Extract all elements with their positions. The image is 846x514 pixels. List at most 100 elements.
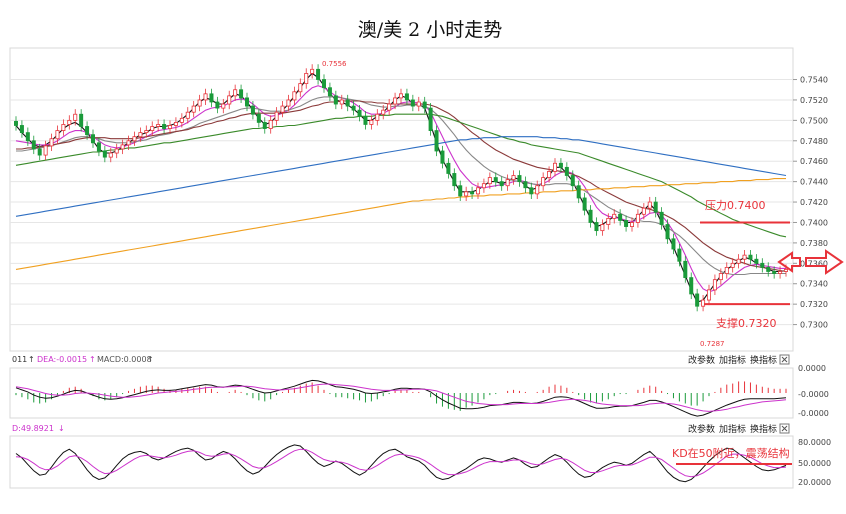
price-tick-label: 0.7420 bbox=[800, 198, 828, 207]
candle-body bbox=[43, 145, 48, 156]
candle-body bbox=[499, 181, 504, 187]
macd-switch-indicator-button[interactable]: 换指标 bbox=[750, 354, 777, 366]
candle-body bbox=[511, 175, 516, 180]
candle-body bbox=[475, 187, 480, 195]
candle-body bbox=[742, 254, 747, 260]
candle-body bbox=[748, 254, 753, 260]
candle-body bbox=[55, 130, 60, 140]
candle-body bbox=[730, 262, 735, 268]
candle-body bbox=[268, 119, 273, 129]
candle-body bbox=[280, 105, 285, 113]
candle-body bbox=[529, 187, 534, 195]
candle-body bbox=[683, 260, 688, 279]
candlesticks bbox=[13, 64, 789, 312]
candle-body bbox=[102, 150, 107, 158]
candle-body bbox=[185, 111, 190, 119]
candle-body bbox=[357, 109, 362, 117]
candle-body bbox=[452, 173, 457, 187]
candle-body bbox=[150, 126, 155, 131]
candle-body bbox=[369, 119, 374, 125]
candle-body bbox=[67, 119, 72, 125]
kd-k-line bbox=[15, 444, 787, 483]
candle-body bbox=[162, 124, 167, 129]
candle-body bbox=[339, 99, 344, 105]
double-outline-right-arrow-icon bbox=[777, 249, 844, 275]
candle-body bbox=[635, 213, 640, 223]
candle-body bbox=[564, 166, 569, 176]
main-panel-frame bbox=[9, 47, 794, 352]
moving-average-line-6 bbox=[15, 136, 787, 217]
price-axis: 0.7540 0.7520 0.7500 0.7480 0.7460 0.7440 0.74… bbox=[793, 76, 828, 330]
candle-body bbox=[464, 191, 469, 197]
kd-down-arrow-icon: ↓ bbox=[58, 424, 65, 433]
candle-body bbox=[138, 132, 143, 138]
candle-body bbox=[422, 101, 427, 109]
candle-body bbox=[209, 93, 214, 103]
candle-body bbox=[96, 142, 101, 152]
candle-body bbox=[517, 175, 522, 183]
candle-body bbox=[316, 68, 321, 80]
candle-body bbox=[156, 124, 161, 127]
candle-body bbox=[114, 148, 119, 154]
price-tick-label: 0.7340 bbox=[800, 280, 828, 289]
candle-body bbox=[351, 105, 356, 111]
kd-close-icon[interactable] bbox=[779, 423, 790, 434]
candle-body bbox=[410, 99, 415, 107]
macd-add-indicator-button[interactable]: 加指标 bbox=[719, 354, 746, 366]
macd-edit-params-button[interactable]: 改参数 bbox=[688, 354, 715, 366]
candle-body bbox=[641, 207, 646, 215]
candle-body bbox=[576, 185, 581, 199]
candle-body bbox=[481, 183, 486, 189]
candle-body bbox=[250, 105, 255, 115]
price-tick-label: 0.7320 bbox=[800, 300, 828, 309]
kd-switch-indicator-button[interactable]: 换指标 bbox=[750, 423, 777, 435]
moving-average-line-7 bbox=[15, 178, 786, 270]
high-price-label: 0.7556 bbox=[322, 60, 347, 68]
dea-value: DEA:-0.0015 bbox=[37, 355, 87, 364]
candle-body bbox=[286, 99, 291, 107]
macd-indicator bbox=[15, 379, 787, 417]
candle-body bbox=[132, 136, 137, 142]
candle-body bbox=[85, 126, 90, 136]
candle-body bbox=[398, 93, 403, 99]
candle-body bbox=[535, 185, 540, 195]
candle-body bbox=[493, 177, 498, 183]
annotations bbox=[700, 221, 790, 306]
candle-body bbox=[772, 271, 777, 274]
kd-panel-frame bbox=[9, 435, 794, 489]
candle-body bbox=[120, 144, 125, 150]
candle-body bbox=[108, 152, 113, 158]
candle-body bbox=[558, 162, 563, 168]
candle-body bbox=[304, 73, 309, 85]
candle-body bbox=[736, 258, 741, 264]
kd-tick-50: 50.0000 bbox=[798, 459, 831, 468]
candle-body bbox=[487, 177, 492, 185]
candle-body bbox=[79, 113, 84, 127]
candle-body bbox=[13, 120, 18, 126]
candle-body bbox=[523, 181, 528, 189]
candle-body bbox=[653, 201, 658, 213]
price-tick-label: 0.7380 bbox=[800, 239, 828, 248]
candle-body bbox=[416, 101, 421, 107]
kd-add-indicator-button[interactable]: 加指标 bbox=[719, 423, 746, 435]
candle-body bbox=[647, 201, 652, 209]
kd-edit-params-button[interactable]: 改参数 bbox=[688, 423, 715, 435]
resistance-label: 压力0.7400 bbox=[705, 199, 766, 212]
macd-dea-line bbox=[15, 383, 787, 412]
candle-body bbox=[778, 271, 783, 274]
kd-tick-20: 20.0000 bbox=[798, 478, 831, 487]
candle-body bbox=[25, 132, 30, 142]
price-tick-label: 0.7360 bbox=[800, 259, 828, 268]
candle-body bbox=[458, 185, 463, 197]
candle-body bbox=[624, 220, 629, 227]
candle-body bbox=[239, 89, 244, 99]
candle-body bbox=[707, 289, 712, 301]
macd-close-icon[interactable] bbox=[779, 354, 790, 365]
price-tick-label: 0.7520 bbox=[800, 96, 828, 105]
candle-body bbox=[215, 101, 220, 109]
candle-body bbox=[766, 266, 771, 272]
price-tick-label: 0.7500 bbox=[800, 116, 828, 125]
candle-body bbox=[292, 91, 297, 101]
